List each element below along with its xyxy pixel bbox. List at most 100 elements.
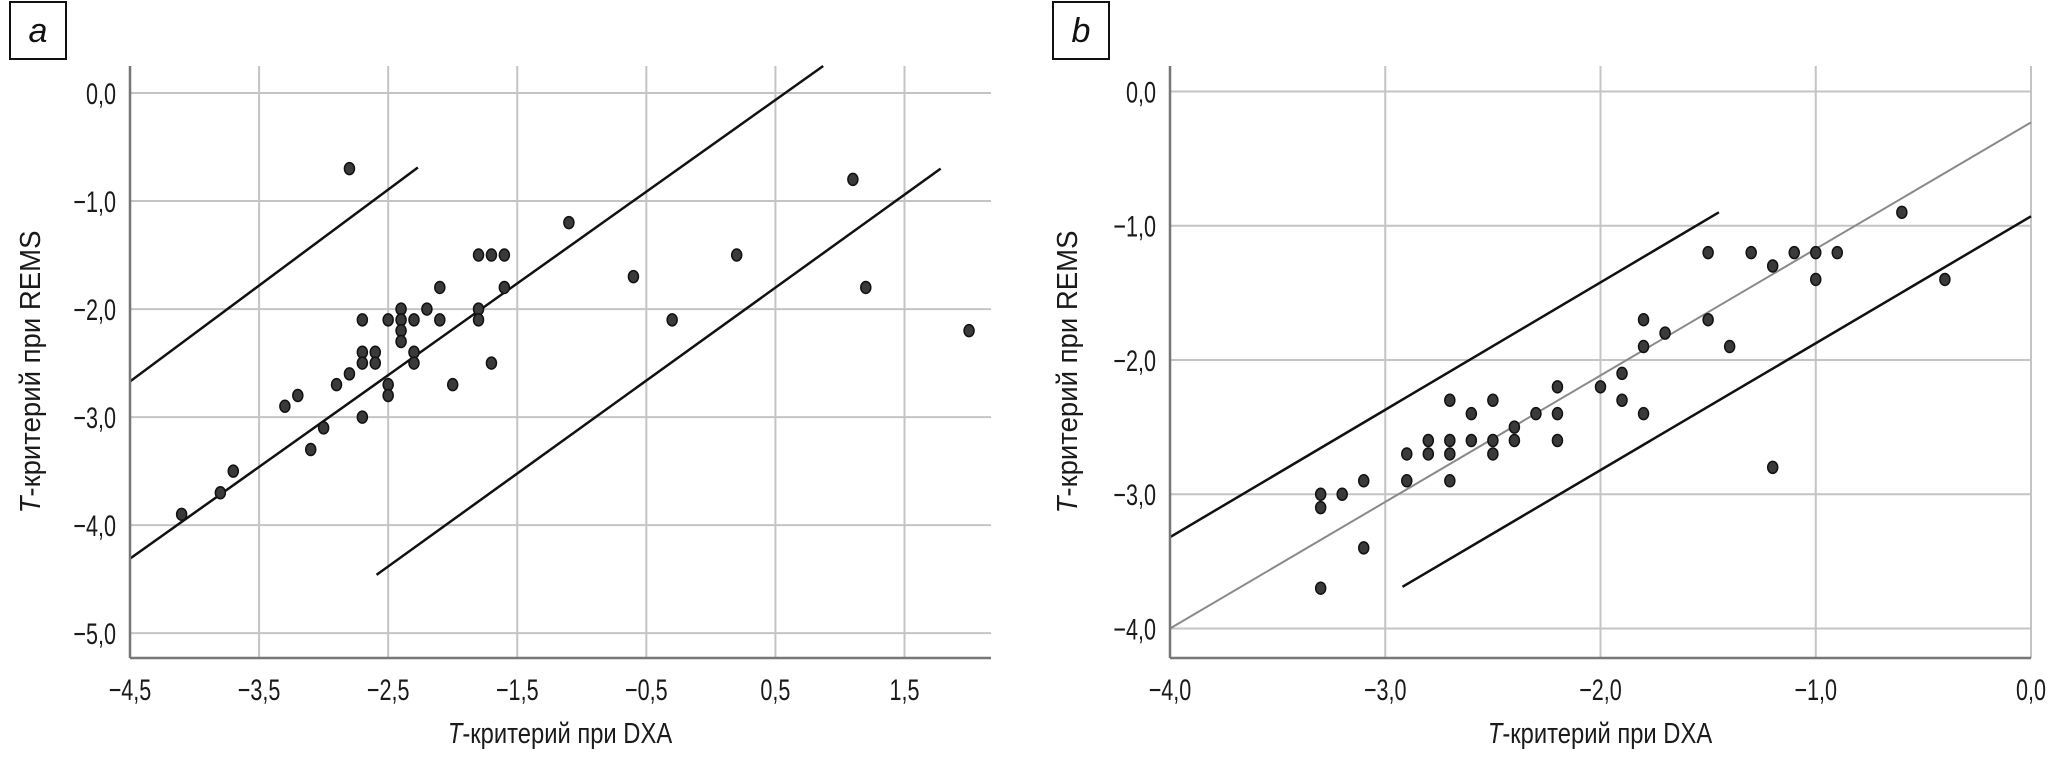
data-point bbox=[279, 399, 291, 414]
data-point bbox=[382, 388, 394, 403]
x-axis-title: T-критерий при DXA bbox=[448, 717, 673, 750]
data-point bbox=[498, 280, 511, 295]
y-tick-label: 0,0 bbox=[86, 76, 116, 110]
y-tick-label: −5,0 bbox=[73, 617, 116, 651]
x-tick-label: −4,0 bbox=[1149, 672, 1192, 706]
x-tick-labels: −4,0 −3,0 −2,0 −1,0 0,0 bbox=[1149, 672, 2046, 706]
x-tick-label: 0,5 bbox=[760, 672, 790, 706]
lines bbox=[129, 64, 942, 576]
data-point bbox=[472, 313, 485, 327]
y-tick-label: −1,0 bbox=[1113, 209, 1156, 243]
data-point bbox=[214, 485, 227, 500]
data-point bbox=[1401, 447, 1413, 461]
data-point bbox=[356, 410, 369, 424]
axes bbox=[1168, 66, 2031, 660]
data-point bbox=[408, 356, 420, 370]
data-point bbox=[1422, 433, 1435, 448]
data-point bbox=[343, 367, 356, 381]
data-point bbox=[395, 334, 407, 349]
y-tick-labels: 0,0 −1,0 −2,0 −3,0 −4,0 bbox=[1113, 75, 1156, 646]
points bbox=[175, 161, 975, 522]
data-point bbox=[356, 313, 369, 327]
data-point bbox=[446, 377, 459, 392]
data-point bbox=[1745, 245, 1757, 260]
data-point bbox=[434, 280, 446, 295]
data-point bbox=[227, 464, 240, 478]
x-axis-title-italic: T bbox=[1488, 717, 1504, 750]
points bbox=[1314, 205, 1951, 595]
grid bbox=[130, 66, 991, 658]
data-point bbox=[963, 323, 975, 338]
x-tick-label: 0,0 bbox=[2016, 672, 2046, 706]
y-tick-label: −3,0 bbox=[73, 401, 116, 435]
data-point bbox=[1357, 474, 1370, 488]
data-point bbox=[498, 248, 511, 262]
y-tick-label: −2,0 bbox=[73, 293, 116, 327]
panel-label: a bbox=[29, 12, 48, 50]
data-point bbox=[1810, 245, 1822, 260]
y-axis-title: T-критерий при REMS bbox=[1050, 231, 1083, 514]
y-tick-label: 0,0 bbox=[1126, 75, 1156, 109]
y-axis-title-italic: T bbox=[13, 495, 46, 514]
x-tick-label: −2,0 bbox=[1579, 672, 1622, 706]
data-point bbox=[1702, 312, 1714, 327]
panel-label: b bbox=[1072, 12, 1091, 50]
data-point bbox=[1551, 380, 1564, 394]
x-tick-label: −2,5 bbox=[367, 672, 410, 706]
data-point bbox=[563, 215, 575, 230]
panel-label-box bbox=[9, 1, 67, 60]
y-tick-labels: 0,0 −1,0 −2,0 −3,0 −4,0 −5,0 bbox=[73, 76, 116, 651]
data-point bbox=[1314, 487, 1327, 501]
data-point bbox=[1637, 406, 1650, 421]
data-point bbox=[1444, 447, 1456, 461]
data-point bbox=[421, 302, 433, 316]
data-point bbox=[666, 313, 678, 327]
x-axis-title-rest: -критерий при DXA bbox=[462, 717, 672, 750]
data-point bbox=[1594, 380, 1607, 394]
data-point bbox=[1831, 245, 1844, 260]
data-point bbox=[343, 161, 356, 176]
x-axis-title-rest: -критерий при DXA bbox=[1502, 717, 1712, 750]
data-point bbox=[1810, 272, 1822, 287]
data-point bbox=[330, 377, 343, 392]
data-point bbox=[1551, 406, 1564, 421]
data-point bbox=[1551, 433, 1564, 448]
data-point bbox=[1422, 447, 1435, 461]
y-axis-title-rest: -критерий при REMS bbox=[13, 231, 46, 497]
data-point bbox=[1444, 393, 1456, 408]
y-axis-title: T-критерий при REMS bbox=[13, 231, 46, 514]
lines bbox=[1169, 121, 2032, 630]
data-point bbox=[1939, 272, 1951, 287]
data-point bbox=[1508, 420, 1521, 434]
data-point bbox=[1637, 339, 1650, 354]
x-axis-title: T-критерий при DXA bbox=[1488, 717, 1713, 750]
data-point bbox=[304, 442, 317, 457]
data-point bbox=[627, 269, 640, 284]
data-point bbox=[1896, 205, 1908, 220]
data-point bbox=[317, 421, 330, 435]
y-tick-label: −4,0 bbox=[1113, 612, 1156, 646]
data-point bbox=[1314, 581, 1327, 595]
y-tick-label: −3,0 bbox=[1113, 478, 1156, 512]
regression-line bbox=[1169, 121, 2032, 630]
data-point bbox=[1444, 474, 1456, 488]
data-point bbox=[408, 313, 420, 327]
data-point bbox=[472, 248, 485, 262]
x-axis-title-italic: T bbox=[448, 717, 464, 750]
data-point bbox=[1530, 406, 1542, 421]
axes bbox=[128, 66, 991, 660]
data-point bbox=[1702, 245, 1714, 260]
data-point bbox=[1465, 433, 1478, 448]
data-point bbox=[485, 248, 498, 262]
y-tick-label: −1,0 bbox=[73, 184, 116, 218]
data-point bbox=[860, 280, 872, 295]
data-point bbox=[1616, 393, 1628, 408]
data-point bbox=[1487, 433, 1499, 448]
panel-label-box bbox=[1052, 1, 1110, 60]
data-point bbox=[485, 356, 498, 370]
data-point bbox=[1788, 245, 1800, 260]
panel-a: a −4,5 −3,5 −2,5 −1,5 −0,5 0,5 1,5 0,0 −1,0 −2,0… bbox=[9, 1, 991, 750]
data-point bbox=[1659, 326, 1671, 340]
data-point bbox=[382, 313, 394, 327]
